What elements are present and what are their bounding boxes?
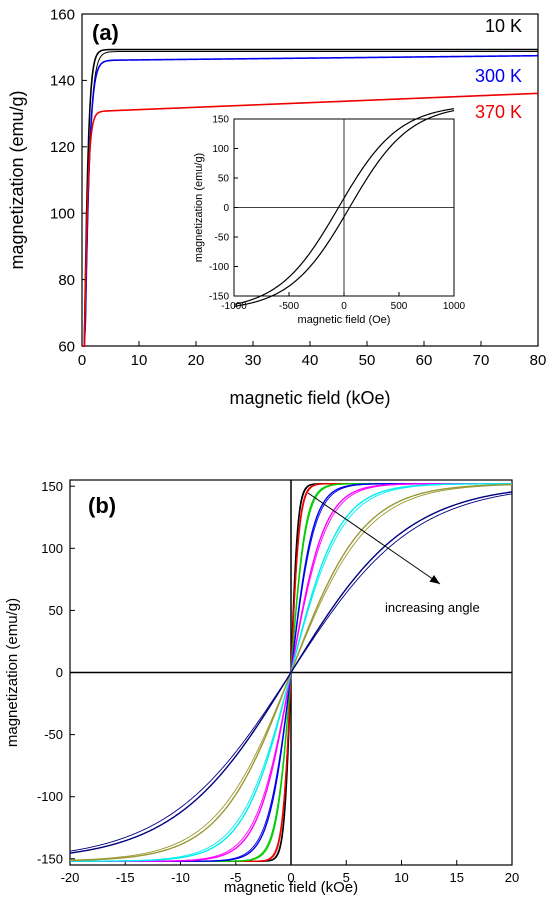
panel-b-annotation: increasing angle xyxy=(307,492,480,615)
x-tick-label: -500 xyxy=(279,301,299,312)
y-tick-label: 0 xyxy=(56,665,63,680)
y-tick-label: 150 xyxy=(41,479,63,494)
y-tick-label: -150 xyxy=(209,292,229,303)
panel-a-label: (a) xyxy=(92,20,119,45)
x-tick-label: 80 xyxy=(530,352,547,369)
x-tick-label: -15 xyxy=(116,870,135,885)
series-line xyxy=(82,48,538,347)
inset-y-axis-label: magnetization (emu/g) xyxy=(193,153,205,262)
legend-entry: 10 K xyxy=(485,16,522,36)
legend-entry: 370 K xyxy=(475,102,522,122)
panel-a-ticks: 0 10 20 30 40 50 60 70 80 60 80 100 120 140 160 xyxy=(50,6,546,369)
inset-x-axis-label: magnetic field (Oe) xyxy=(298,314,391,326)
y-tick-label: 50 xyxy=(49,603,63,618)
angle-series-line xyxy=(69,493,513,852)
x-tick-label: 0 xyxy=(287,870,294,885)
x-tick-label: 0 xyxy=(341,301,347,312)
x-tick-label: 70 xyxy=(473,352,490,369)
x-tick-label: 50 xyxy=(359,352,376,369)
y-tick-label: 160 xyxy=(50,6,75,23)
panel-a-series xyxy=(82,48,539,347)
series-line xyxy=(82,92,539,347)
series-line-return xyxy=(82,51,538,347)
inset-frame xyxy=(233,118,455,297)
x-tick-label: 500 xyxy=(391,301,408,312)
panel-b-series xyxy=(69,483,513,862)
y-tick-label: 100 xyxy=(50,205,75,222)
y-tick-label: 140 xyxy=(50,73,75,90)
series-line xyxy=(82,54,539,347)
panel-a-chart: 0 10 20 30 40 50 60 70 80 60 80 100 120 140 160 10 K 30… xyxy=(7,6,546,408)
y-tick-label: 100 xyxy=(212,144,229,155)
increasing-angle-label: increasing angle xyxy=(385,600,480,615)
x-tick-label: -5 xyxy=(230,870,242,885)
panel-b-chart: -20 -15 -10 -5 0 5 10 15 20-150-100-50050100150 … xyxy=(4,479,519,896)
y-tick-label: 50 xyxy=(218,174,230,185)
arrow-head-icon xyxy=(429,575,440,584)
y-tick-label: -100 xyxy=(209,262,229,273)
x-tick-label: 60 xyxy=(416,352,433,369)
panel-a-x-axis-label: magnetic field (kOe) xyxy=(229,388,390,408)
y-tick-label: -50 xyxy=(44,727,63,742)
x-tick-label: -10 xyxy=(171,870,190,885)
x-tick-label: 20 xyxy=(505,870,519,885)
panel-b-y-axis-label: magnetization (emu/g) xyxy=(4,598,21,747)
y-tick-label: 80 xyxy=(58,272,75,289)
x-tick-label: 10 xyxy=(131,352,148,369)
panel-b-label: (b) xyxy=(88,493,116,518)
x-tick-label: 1000 xyxy=(443,301,466,312)
x-tick-label: 30 xyxy=(245,352,262,369)
x-tick-label: 20 xyxy=(188,352,205,369)
x-tick-label: 0 xyxy=(78,352,86,369)
panel-b-x-axis-label: magnetic field (kOe) xyxy=(224,879,358,896)
panel-a-y-axis-label: magnetization (emu/g) xyxy=(7,90,27,269)
inset-loop-branch xyxy=(233,109,455,307)
x-tick-label: 5 xyxy=(343,870,350,885)
panel-a-legend: 10 K 300 K 370 K xyxy=(475,16,522,122)
inset-series xyxy=(233,108,455,307)
y-tick-label: -100 xyxy=(37,789,63,804)
y-tick-label: 150 xyxy=(212,115,229,126)
x-tick-label: 15 xyxy=(450,870,464,885)
legend-entry: 300 K xyxy=(475,66,522,86)
x-tick-label: 10 xyxy=(394,870,408,885)
inset-loop-branch xyxy=(233,108,455,306)
x-tick-label: 40 xyxy=(302,352,319,369)
y-tick-label: -150 xyxy=(37,851,63,866)
y-tick-label: 0 xyxy=(223,203,229,214)
y-tick-label: 60 xyxy=(58,338,75,355)
x-tick-label: -20 xyxy=(61,870,80,885)
y-tick-label: 120 xyxy=(50,139,75,156)
y-tick-label: 100 xyxy=(41,541,63,556)
y-tick-label: -50 xyxy=(215,233,230,244)
increasing-angle-arrow xyxy=(307,492,441,585)
